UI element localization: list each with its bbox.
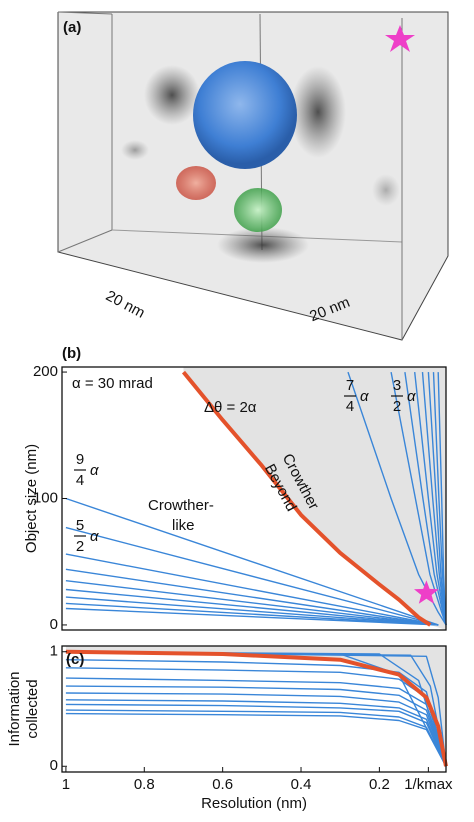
y-tick-label: 0: [50, 616, 58, 633]
series-line: [65, 712, 447, 767]
y-tick-label: 200: [33, 363, 58, 380]
y-axis-label: collected: [24, 679, 41, 738]
fraction-numerator: 9: [76, 451, 84, 468]
shaded-region: [183, 367, 446, 630]
shadow: [290, 66, 346, 158]
y-tick-label: 1: [50, 643, 58, 660]
fraction-symbol: α: [90, 528, 99, 545]
x-tick-label: 1/kmax: [404, 776, 453, 793]
series-line: [65, 685, 447, 767]
scale-label: 20 nm: [103, 287, 148, 322]
series-line: [65, 497, 439, 626]
annotation: Δθ = 2α: [204, 399, 257, 416]
red-particle: [176, 166, 216, 200]
series-line: [65, 699, 447, 767]
fraction-symbol: α: [90, 462, 99, 479]
x-axis-label: Resolution (nm): [201, 795, 307, 812]
annotations-b: (b) α = 30 mrad Δθ = 2α Crowther- like B…: [62, 345, 322, 534]
plot-frame: [61, 645, 447, 773]
x-tick-label: 1: [62, 776, 70, 793]
green-particle: [234, 188, 282, 232]
y-axis-label: Object size (nm): [23, 444, 40, 553]
x-tick-label: 0.6: [212, 776, 233, 793]
series-line: [65, 692, 447, 767]
fraction-numerator: 5: [76, 517, 84, 534]
fraction-symbol: α: [407, 388, 416, 405]
series-line: [65, 607, 439, 626]
series-line: [181, 370, 432, 627]
fraction-denominator: 2: [76, 538, 84, 555]
y-tick-label: 100: [33, 489, 58, 506]
x-tick-label: 0.4: [291, 776, 312, 793]
series-line: [65, 553, 439, 626]
panel-a: (a) 20 nm 20 nm: [57, 11, 449, 341]
series-line: [65, 588, 439, 626]
shaded-region: [65, 646, 446, 772]
blue-particle: [193, 61, 297, 169]
shadow: [217, 227, 309, 263]
annotation: α = 30 mrad: [72, 375, 153, 392]
panel-label: (b): [62, 345, 81, 362]
series-line: [65, 659, 447, 767]
panel-label: (a): [63, 19, 81, 36]
shadow: [121, 140, 149, 160]
series-line: [65, 667, 447, 767]
star: [385, 25, 415, 52]
series-line: [65, 596, 439, 626]
series-line: [65, 677, 447, 767]
fraction-symbol: α: [360, 388, 369, 405]
box-edge: [57, 229, 113, 253]
x-tick-label: 0.2: [369, 776, 390, 793]
fraction-denominator: 2: [393, 398, 401, 415]
box-edge: [57, 11, 449, 341]
series-line: [65, 602, 439, 626]
star-marker: [414, 580, 439, 604]
x-tick-label: 0.8: [134, 776, 155, 793]
series-line: [390, 371, 447, 626]
y-axis-label: Information: [6, 671, 23, 746]
panel-label: (c): [66, 651, 84, 668]
annotation: Crowther-: [148, 497, 214, 514]
fraction-numerator: 3: [393, 377, 401, 394]
series-line: [65, 580, 439, 626]
box-edge: [57, 11, 113, 15]
fraction-denominator: 4: [346, 398, 354, 415]
series-line: [65, 568, 439, 626]
annotation: like: [172, 517, 195, 534]
fraction-denominator: 4: [76, 472, 84, 489]
series-line: [65, 703, 447, 767]
shadow: [144, 65, 200, 125]
shadow: [372, 174, 400, 206]
series-line: [347, 371, 447, 626]
fraction-numerator: 7: [346, 377, 354, 394]
series-line: [65, 526, 439, 626]
series-line: [65, 709, 447, 767]
series-line: [65, 649, 448, 767]
y-tick-label: 0: [50, 757, 58, 774]
